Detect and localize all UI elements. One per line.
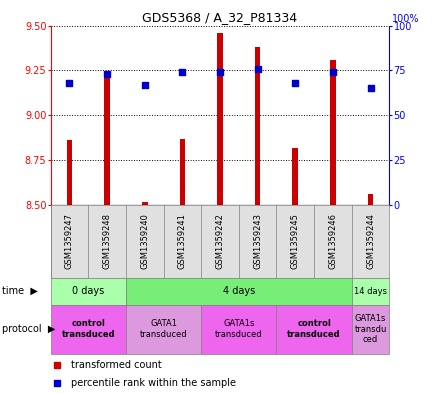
Text: GSM1359243: GSM1359243 — [253, 213, 262, 270]
Bar — [352, 305, 389, 354]
Text: GATA1
transduced: GATA1 transduced — [140, 320, 187, 339]
Text: GATA1s
transduced: GATA1s transduced — [215, 320, 263, 339]
Point — [292, 80, 299, 86]
Text: 0 days: 0 days — [72, 286, 104, 296]
Text: GATA1s
transdu
ced: GATA1s transdu ced — [354, 314, 387, 344]
Text: GSM1359242: GSM1359242 — [216, 213, 224, 270]
Bar — [180, 139, 185, 205]
Point — [216, 69, 224, 75]
Bar — [293, 148, 298, 205]
Bar — [51, 305, 126, 354]
Text: GSM1359245: GSM1359245 — [291, 213, 300, 270]
Text: GSM1359248: GSM1359248 — [103, 213, 112, 270]
Text: 4 days: 4 days — [223, 286, 255, 296]
Point — [367, 85, 374, 92]
Point — [141, 82, 148, 88]
Text: GSM1359246: GSM1359246 — [328, 213, 337, 270]
Point — [103, 71, 110, 77]
Text: time  ▶: time ▶ — [2, 286, 38, 296]
Bar — [330, 60, 336, 205]
Text: control
transduced: control transduced — [62, 320, 115, 339]
Text: 100%: 100% — [392, 14, 419, 24]
Bar — [255, 47, 260, 205]
Point — [179, 69, 186, 75]
Text: control
transduced: control transduced — [287, 320, 341, 339]
Bar — [66, 140, 72, 205]
Bar — [126, 305, 201, 354]
Text: GSM1359244: GSM1359244 — [366, 213, 375, 270]
Title: GDS5368 / A_32_P81334: GDS5368 / A_32_P81334 — [143, 11, 297, 24]
Bar — [276, 305, 352, 354]
Text: percentile rank within the sample: percentile rank within the sample — [71, 378, 236, 388]
Bar — [126, 278, 352, 305]
Point — [254, 66, 261, 72]
Text: GSM1359247: GSM1359247 — [65, 213, 74, 270]
Bar — [217, 33, 223, 205]
Text: protocol  ▶: protocol ▶ — [2, 324, 55, 334]
Text: transformed count: transformed count — [71, 360, 161, 370]
Point — [66, 80, 73, 86]
Text: 14 days: 14 days — [354, 287, 387, 296]
Bar — [352, 278, 389, 305]
Bar — [142, 202, 147, 205]
Bar — [51, 278, 126, 305]
Text: GSM1359240: GSM1359240 — [140, 213, 149, 270]
Bar — [104, 72, 110, 205]
Bar — [368, 195, 374, 205]
Point — [330, 69, 337, 75]
Text: GSM1359241: GSM1359241 — [178, 213, 187, 270]
Bar — [201, 305, 276, 354]
